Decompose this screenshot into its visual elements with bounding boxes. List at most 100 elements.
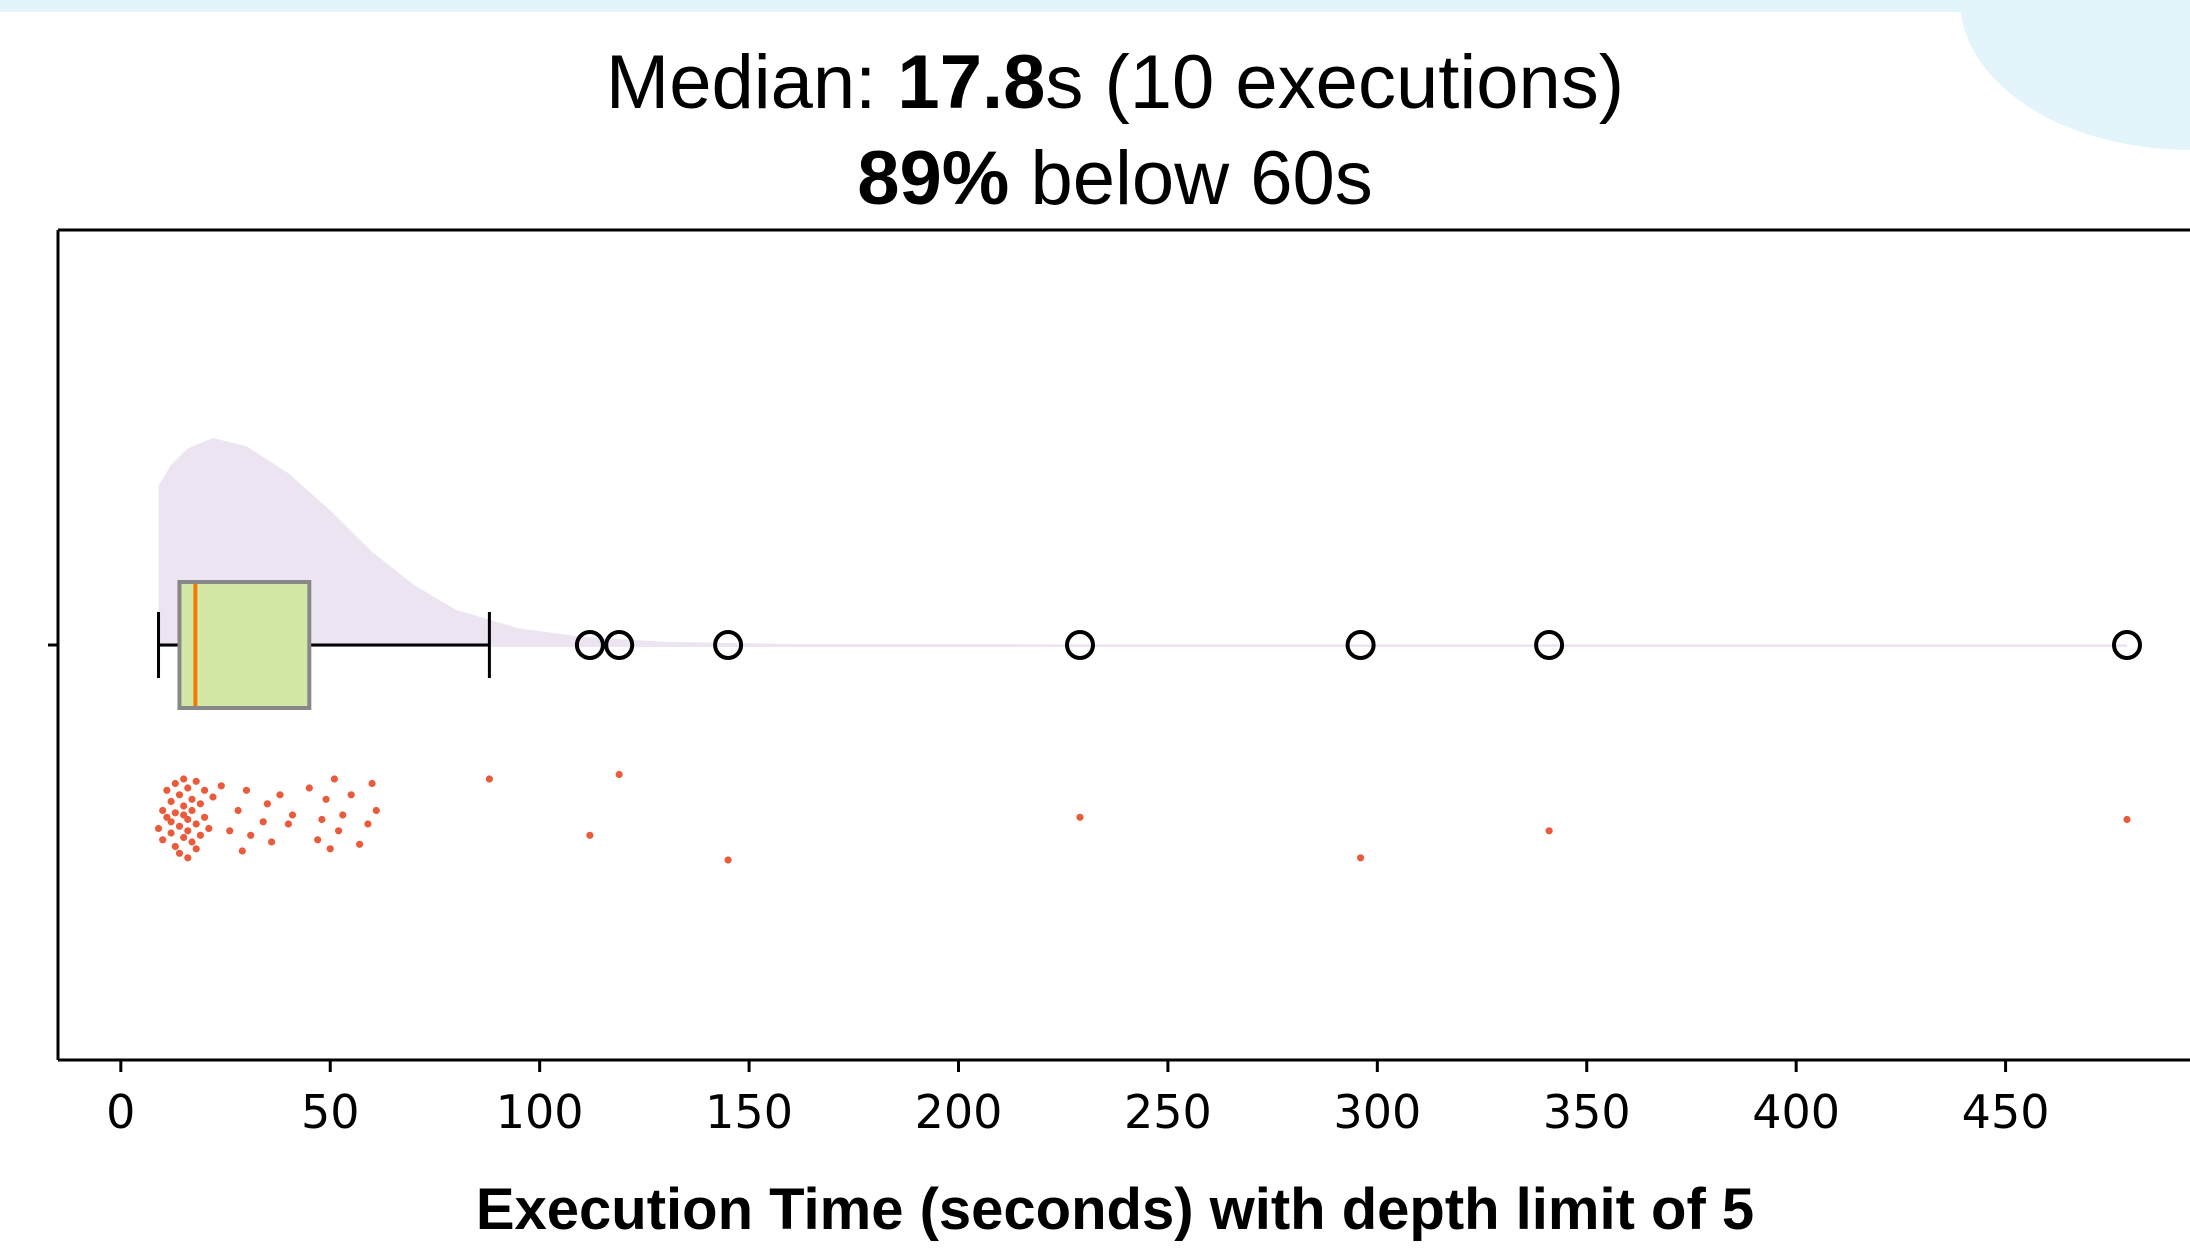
jitter-point-20: [184, 815, 192, 824]
jitter-point-38: [242, 786, 251, 794]
x-tick-label-50: 50: [301, 1085, 360, 1139]
axis-layer: 0 50 100 150 200 250 300 350 400 450: [48, 228, 2190, 1139]
title-median-value: 17.8: [897, 40, 1046, 125]
jitter-point-25: [192, 820, 200, 828]
jitter-point-32: [205, 824, 213, 833]
jitter-point-7: [167, 818, 175, 826]
jitter-point-11: [175, 822, 184, 830]
jitter-point-6: [167, 797, 175, 806]
jitter-point-8: [171, 779, 179, 788]
jitter-point-58: [372, 806, 380, 815]
jitter-point-60: [586, 831, 594, 839]
x-axis-label: Execution Time (seconds) with depth limi…: [475, 1177, 1755, 1242]
jitter-point-22: [188, 795, 196, 803]
jitter-point-28: [196, 800, 204, 808]
jitter-point-31: [201, 786, 209, 794]
jitter-point-42: [268, 838, 276, 846]
jitter-point-52: [335, 827, 343, 835]
jitter-point-53: [339, 811, 347, 819]
outlier-point-2: [713, 630, 744, 660]
jitter-point-35: [226, 827, 234, 835]
density-layer: [158, 438, 2128, 647]
jitter-point-39: [247, 831, 255, 839]
jitter-point-1: [159, 806, 167, 815]
jitter-point-23: [188, 838, 196, 846]
x-tick-label-250: 250: [1124, 1085, 1212, 1139]
jitter-point-61: [615, 770, 623, 779]
jitter-point-18: [184, 827, 192, 835]
chart-title-line-2: 89% below 60s: [0, 134, 2190, 224]
jitter-point-57: [368, 779, 376, 788]
outlier-point-0: [574, 630, 605, 660]
outlier-point-6: [2112, 630, 2142, 660]
density-curve: [158, 438, 2128, 647]
jitter-point-4: [163, 786, 171, 794]
box-layer: [157, 580, 491, 710]
jitter-point-0: [154, 824, 163, 833]
jitter-point-37: [238, 847, 246, 855]
jitter-point-26: [192, 777, 200, 785]
jitter-point-64: [1357, 854, 1365, 862]
jitter-point-36: [234, 806, 242, 815]
jitter-point-10: [171, 809, 179, 817]
title-percent-suffix: below 60s: [1009, 136, 1373, 221]
jitter-point-13: [175, 849, 184, 857]
jitter-point-47: [314, 836, 322, 844]
jitter-layer: [154, 770, 2131, 864]
jitter-point-62: [724, 856, 732, 864]
x-tick-label-400: 400: [1752, 1085, 1840, 1139]
jitter-point-50: [326, 845, 334, 853]
jitter-point-66: [2123, 815, 2131, 824]
jitter-point-34: [217, 782, 225, 790]
jitter-point-49: [322, 795, 330, 803]
jitter-point-51: [330, 775, 338, 783]
jitter-point-63: [1076, 813, 1084, 821]
jitter-point-56: [364, 820, 372, 828]
jitter-point-40: [259, 818, 267, 826]
jitter-point-9: [171, 842, 179, 851]
jitter-point-24: [188, 806, 196, 815]
jitter-point-48: [318, 815, 326, 824]
jitter-point-59: [485, 775, 493, 783]
jitter-point-21: [184, 854, 192, 862]
outlier-point-1: [604, 630, 635, 660]
jitter-point-12: [175, 791, 184, 799]
x-tick-label-200: 200: [915, 1085, 1003, 1139]
outlier-point-5: [1534, 630, 1565, 660]
jitter-point-43: [276, 791, 284, 799]
x-tick-label-100: 100: [496, 1085, 584, 1139]
background-top-band: [0, 0, 2190, 12]
x-tick-label-0: 0: [106, 1085, 135, 1139]
jitter-point-27: [192, 845, 200, 853]
title-median-suffix: s (10 executions): [1045, 40, 1625, 125]
jitter-point-45: [288, 811, 297, 819]
jitter-point-16: [180, 833, 188, 842]
jitter-point-2: [159, 836, 167, 844]
jitter-point-17: [180, 775, 188, 783]
chart-title-line-1: Median: 17.8s (10 executions): [0, 38, 2190, 128]
jitter-point-54: [347, 791, 355, 799]
x-tick-label-300: 300: [1333, 1085, 1421, 1139]
iqr-box: [177, 580, 312, 710]
outlier-point-3: [1065, 630, 1095, 660]
outlier-point-4: [1345, 630, 1376, 660]
jitter-point-65: [1545, 827, 1553, 835]
jitter-point-29: [196, 831, 204, 839]
jitter-point-19: [184, 784, 192, 792]
x-tick-label-150: 150: [705, 1085, 793, 1139]
jitter-point-46: [305, 784, 313, 792]
outlier-layer: [574, 630, 2142, 660]
x-tick-label-350: 350: [1543, 1085, 1631, 1139]
jitter-point-15: [180, 802, 188, 810]
jitter-point-44: [284, 820, 292, 828]
title-percent-value: 89%: [857, 136, 1010, 221]
jitter-point-55: [356, 840, 364, 848]
title-median-prefix: Median:: [605, 40, 898, 125]
jitter-point-5: [167, 829, 175, 837]
jitter-point-30: [201, 813, 209, 821]
jitter-point-41: [263, 800, 271, 808]
jitter-point-3: [163, 813, 171, 821]
x-tick-label-450: 450: [1962, 1085, 2050, 1139]
jitter-point-33: [209, 793, 217, 801]
